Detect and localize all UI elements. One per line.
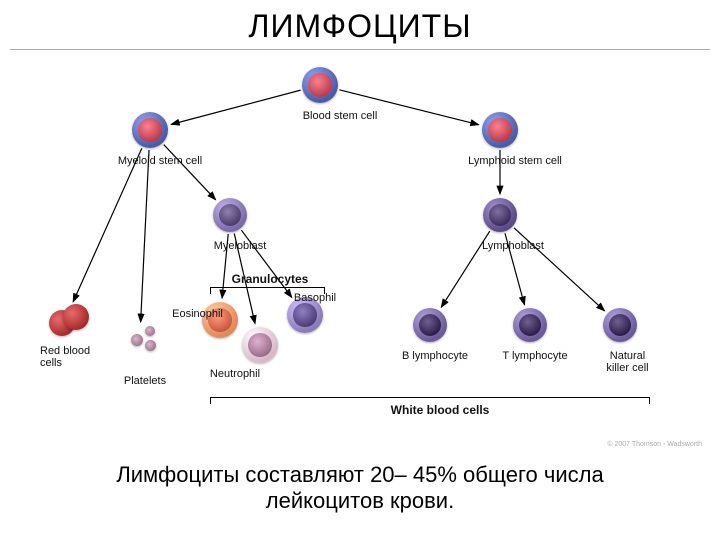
label-blood-stem: Blood stem cell: [295, 110, 385, 122]
label-granulocytes: Granulocytes: [225, 272, 315, 286]
cell-rbc: [49, 304, 89, 338]
label-myeloid: Myeloid stem cell: [110, 155, 210, 167]
label-wbc: White blood cells: [380, 403, 500, 417]
label-nk: Naturalkiller cell: [595, 350, 660, 374]
label-t-lymph: T lymphocyte: [495, 350, 575, 362]
bracket-granulocytes: [210, 287, 325, 294]
label-platelets: Platelets: [115, 375, 175, 387]
credit-text: © 2007 Thomson - Wadsworth: [607, 441, 702, 448]
cell-platelets: [131, 326, 159, 354]
caption-line-1: Лимфоциты составляют 20– 45% общего числ…: [116, 462, 603, 487]
caption-line-2: лейкоцитов крови.: [266, 488, 454, 513]
label-neutrophil: Neutrophil: [205, 368, 265, 380]
bracket-wbc: [210, 397, 650, 404]
page-title: ЛИМФОЦИТЫ: [0, 8, 720, 45]
label-lymphoblast: Lymphoblast: [468, 240, 558, 252]
lineage-diagram: Blood stem cell Myeloid stem cell Lympho…: [10, 49, 710, 450]
label-rbc: Red bloodcells: [40, 345, 110, 369]
label-eosinophil: Eosinophil: [170, 308, 225, 320]
caption: Лимфоциты составляют 20– 45% общего числ…: [0, 462, 720, 515]
label-myeloblast: Myeloblast: [200, 240, 280, 252]
label-b-lymph: B lymphocyte: [395, 350, 475, 362]
label-lymphoid: Lymphoid stem cell: [460, 155, 570, 167]
